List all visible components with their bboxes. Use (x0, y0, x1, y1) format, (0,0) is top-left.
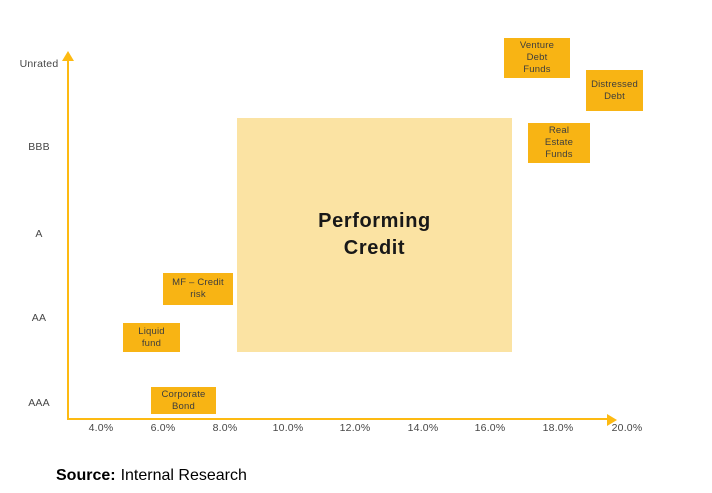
y-tick-label-aa: AA (31, 312, 47, 324)
y-tick-label-aaa: AAA (28, 397, 50, 409)
source-prefix: Source: (56, 467, 116, 484)
performing-credit-label: Performing Credit (318, 210, 431, 259)
y-axis-arrow-icon (62, 51, 74, 61)
y-tick-label-bbb: BBB (28, 141, 50, 153)
source-text: Internal Research (120, 467, 247, 484)
x-tick-label: 16.0% (474, 422, 506, 434)
x-axis-arrow-icon (607, 414, 617, 426)
x-tick-label: 12.0% (339, 422, 371, 434)
box-distressed-debt: Distressed Debt (586, 70, 643, 111)
x-tick-label: 8.0% (212, 422, 238, 434)
box-mf-credit-risk: MF – Credit risk (163, 273, 233, 305)
x-tick-label: 18.0% (542, 422, 574, 434)
box-real-estate-funds: Real Estate Funds (528, 123, 590, 163)
box-liquid-fund: Liquid fund (123, 323, 180, 352)
y-axis-line (67, 60, 69, 419)
source-note: Source: Internal Research (56, 467, 247, 485)
x-tick-label: 14.0% (407, 422, 439, 434)
x-tick-label: 4.0% (88, 422, 114, 434)
box-corporate-bond: Corporate Bond (151, 387, 216, 414)
x-axis-line (67, 418, 608, 420)
y-tick-label-unrated: Unrated (19, 58, 59, 70)
x-tick-label: 20.0% (611, 422, 643, 434)
performing-credit-region: Performing Credit (237, 118, 512, 352)
x-tick-label: 10.0% (272, 422, 304, 434)
x-tick-label: 6.0% (150, 422, 176, 434)
y-tick-label-a: A (35, 228, 43, 240)
box-venture-debt-funds: Venture Debt Funds (504, 38, 570, 78)
